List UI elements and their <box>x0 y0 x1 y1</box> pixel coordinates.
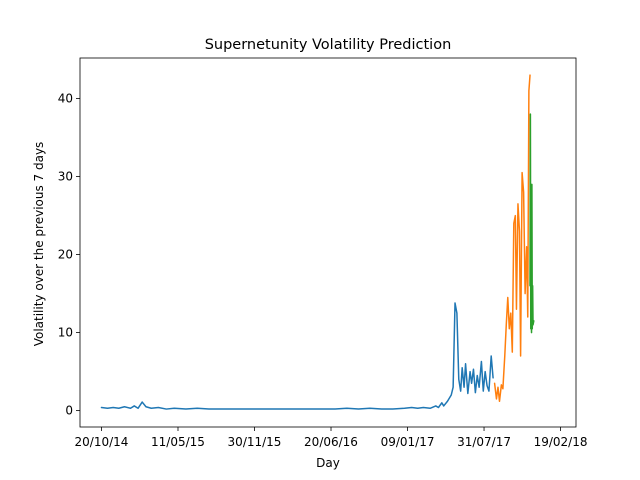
series-line-2 <box>493 74 531 403</box>
x-tick-label: 31/07/17 <box>457 435 511 449</box>
x-axis-label: Day <box>316 456 340 470</box>
plot-frame <box>79 57 577 428</box>
x-tick-label: 30/11/15 <box>228 435 282 449</box>
y-axis-label: Volatility over the previous 7 days <box>32 142 46 347</box>
y-tick-label: 20 <box>58 248 73 262</box>
x-tick-label: 20/10/14 <box>75 435 129 449</box>
x-tick-label: 19/02/18 <box>534 435 588 449</box>
y-tick-label: 30 <box>58 170 73 184</box>
series-line-1 <box>100 302 494 410</box>
y-tick-label: 40 <box>58 92 73 106</box>
series-line-3 <box>529 113 535 334</box>
chart-title: Supernetunity Volatility Prediction <box>205 37 452 53</box>
y-tick-label: 10 <box>58 326 73 340</box>
x-tick-label: 20/06/16 <box>304 435 358 449</box>
y-axis: 0 10 20 30 40 <box>58 92 80 418</box>
x-tick-label: 11/05/15 <box>151 435 205 449</box>
x-tick-label: 09/01/17 <box>381 435 435 449</box>
y-tick-label: 0 <box>65 404 73 418</box>
x-axis: 20/10/14 11/05/15 30/11/15 20/06/16 09/01/17… <box>75 427 588 449</box>
series-layer <box>100 74 535 410</box>
